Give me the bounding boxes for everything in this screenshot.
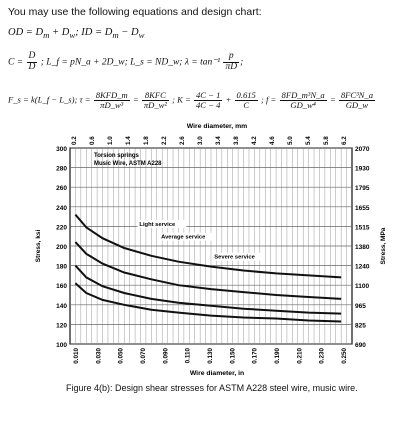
bottom-tick-label: 0.150 [229, 348, 236, 364]
series-label-3: Severe service [214, 255, 255, 261]
bottom-tick-label: 0.070 [140, 348, 147, 364]
right-tick-label: 1100 [355, 283, 369, 290]
top-tick-label: 3.8 [233, 136, 240, 145]
top-tick-label: 2.6 [179, 136, 186, 145]
intro-text: You may use the following equations and … [8, 6, 262, 18]
left-tick-label: 300 [56, 146, 67, 153]
right-tick-label: 965 [355, 303, 366, 310]
series-line-3 [74, 264, 342, 315]
bottom-tick-label: 0.190 [274, 348, 281, 364]
bottom-tick-label: 0.250 [341, 348, 348, 364]
bottom-tick-label: 0.210 [296, 348, 303, 364]
right-tick-label: 690 [355, 342, 366, 349]
right-tick-label: 1240 [355, 264, 370, 271]
left-tick-label: 200 [56, 244, 67, 251]
top-tick-label: 4.2 [251, 136, 258, 145]
figure-caption: Figure 4(b): Design shear stresses for A… [66, 383, 358, 393]
bottom-tick-label: 0.230 [319, 348, 326, 364]
left-tick-label: 140 [56, 303, 67, 310]
left-tick-label: 220 [56, 224, 67, 231]
right-tick-label: 1795 [355, 185, 370, 192]
left-tick-label: 160 [56, 283, 67, 290]
bottom-tick-label: 0.010 [73, 348, 80, 364]
top-tick-label: 3.0 [197, 136, 204, 145]
bottom-axis-label: Wire diameter, in [190, 370, 244, 377]
left-tick-label: 260 [56, 185, 67, 192]
left-tick-label: 180 [56, 264, 67, 271]
series-line-2 [74, 241, 342, 300]
bottom-tick-label: 0.030 [95, 348, 102, 364]
left-tick-label: 100 [56, 342, 67, 349]
series-label-bg [212, 252, 265, 261]
right-axis-label: Stress, MPa [380, 227, 387, 264]
top-tick-label: 1.8 [143, 136, 150, 145]
top-tick-label: 4.6 [269, 136, 276, 145]
equation-force-stress-k-f: F_s = k(L_f − L_s); τ = 8KFD_m πD_w³ = 8K… [8, 90, 376, 111]
series-label-1: Light service [139, 222, 176, 228]
top-tick-label: 1.4 [125, 136, 132, 145]
top-tick-label: 6.2 [341, 136, 348, 145]
left-tick-label: 240 [56, 205, 67, 212]
right-tick-label: 1515 [355, 224, 370, 231]
bottom-tick-label: 0.110 [185, 348, 192, 364]
bottom-tick-label: 0.170 [252, 348, 259, 364]
top-tick-label: 0.6 [89, 136, 96, 145]
right-tick-label: 825 [355, 322, 366, 329]
right-tick-label: 1380 [355, 244, 370, 251]
right-tick-label: 1655 [355, 205, 370, 212]
top-tick-label: 0.2 [71, 136, 78, 145]
right-tick-label: 1930 [355, 166, 370, 173]
top-axis-label: Wire diameter, mm [187, 123, 247, 130]
left-tick-label: 280 [56, 166, 67, 173]
series-label-2: Average service [161, 235, 206, 241]
series-label-bg [137, 219, 187, 228]
bottom-tick-label: 0.050 [118, 348, 125, 364]
equation-od-id: OD = Dm + Dw; ID = Dm − Dw [8, 27, 145, 41]
right-tick-label: 2070 [355, 146, 370, 153]
left-tick-label: 120 [56, 322, 67, 329]
top-tick-label: 5.4 [305, 136, 312, 145]
chart-note-material: Music Wire, ASTM A228 [94, 161, 162, 167]
top-tick-label: 2.2 [161, 136, 168, 145]
bottom-tick-label: 0.130 [207, 348, 214, 364]
bottom-tick-label: 0.090 [162, 348, 169, 364]
series-label-bg [159, 232, 215, 241]
series-line-1 [74, 213, 342, 279]
chart-note-springs: Torsion springs [94, 153, 140, 159]
top-tick-label: 3.4 [215, 136, 222, 145]
top-tick-label: 5.0 [287, 136, 294, 145]
series-line-4 [74, 282, 342, 323]
top-tick-label: 5.8 [323, 136, 330, 145]
top-tick-label: 1.0 [107, 136, 114, 145]
left-axis-label: Stress, ksi [35, 230, 42, 263]
